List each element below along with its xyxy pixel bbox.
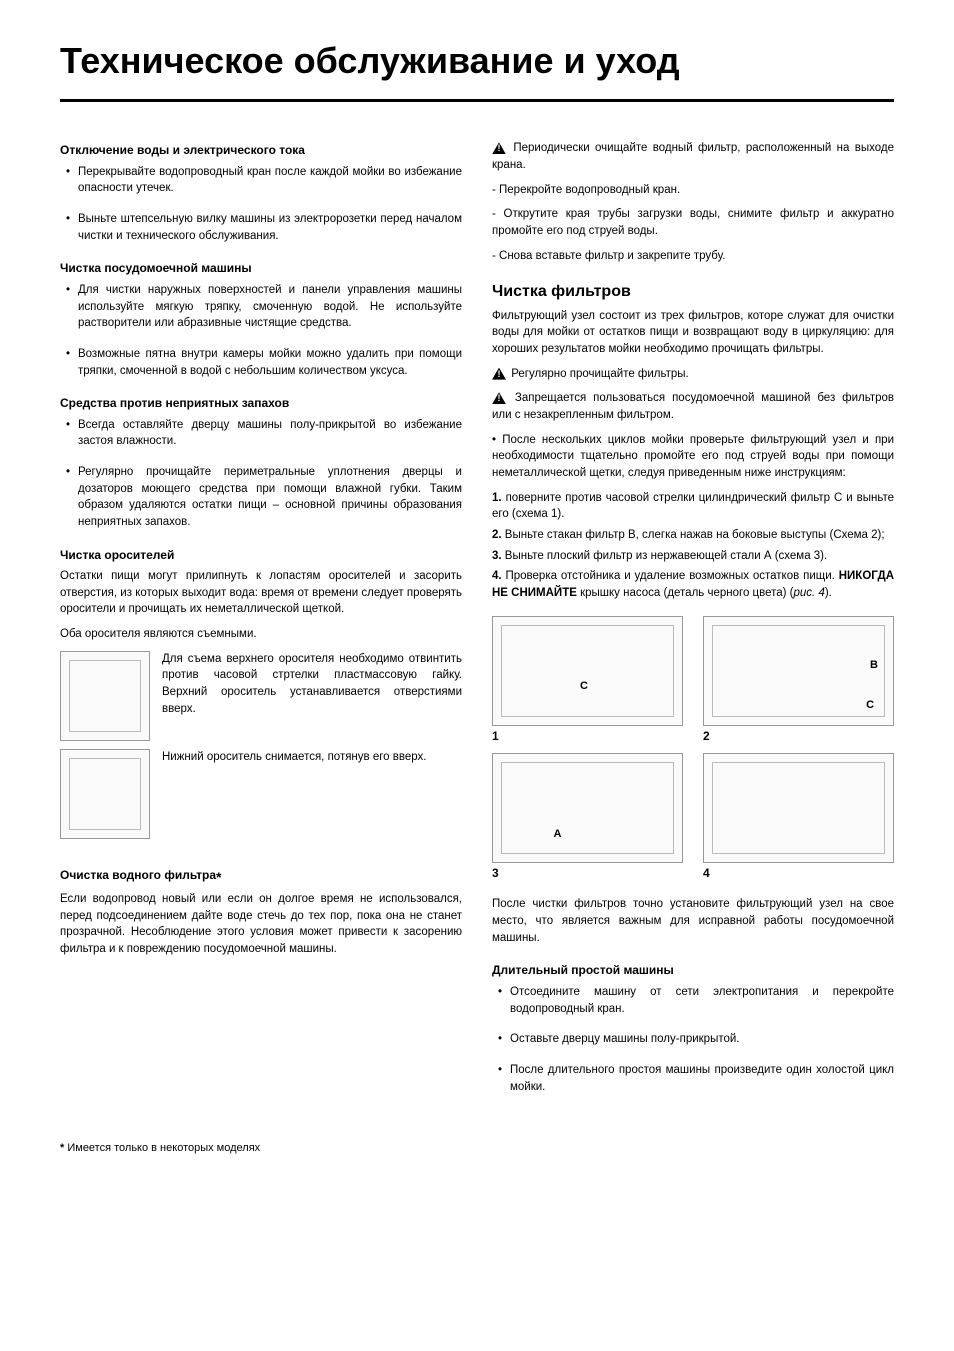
list-item: Всегда оставляйте дверцу машины полу-при… bbox=[60, 417, 462, 450]
sprinklers-p2: Оба оросителя являются съемными. bbox=[60, 626, 462, 643]
sprinkler-top-row: Для съема верхнего оросителя необходимо … bbox=[60, 651, 462, 741]
filter-intro: Фильтрующий узел состоит из трех фильтро… bbox=[492, 308, 894, 358]
filter-diagrams: C 1 B C 2 A 3 bbox=[492, 616, 894, 883]
diagram-upper-sprinkler bbox=[60, 651, 150, 741]
sprinkler-bottom-text: Нижний ороситель снимается, потянув его … bbox=[162, 749, 462, 766]
step-1: 1. поверните против часовой стрелки цили… bbox=[492, 490, 894, 523]
filter-diagram-1: C 1 bbox=[492, 616, 683, 745]
list-item: Перекрывайте водопроводный кран после ка… bbox=[60, 164, 462, 197]
section-sprinklers: Чистка оросителей Остатки пищи могут при… bbox=[60, 547, 462, 839]
section-long-idle: Длительный простой машины Отсоедините ма… bbox=[492, 962, 894, 1095]
footnote-star: * bbox=[60, 1142, 64, 1154]
filter-diagram-3: A 3 bbox=[492, 753, 683, 882]
list-item: Выньте штепсельную вилку машины из элект… bbox=[60, 211, 462, 244]
diagram-lower-sprinkler bbox=[60, 749, 150, 839]
list-long-idle: Отсоедините машину от сети электропитани… bbox=[492, 984, 894, 1095]
warn-regular-clean: Регулярно прочищайте фильтры. bbox=[492, 366, 894, 383]
heading-sprinklers: Чистка оросителей bbox=[60, 547, 462, 564]
step-reinsert: - Снова вставьте фильтр и закрепите труб… bbox=[492, 248, 894, 265]
title-divider bbox=[60, 99, 894, 102]
filter-diagram-4: 4 bbox=[703, 753, 894, 882]
list-power-water: Перекрывайте водопроводный кран после ка… bbox=[60, 164, 462, 245]
heading-filter-cleaning: Чистка фильтров bbox=[492, 280, 894, 303]
list-clean-machine: Для чистки наружных поверхностей и панел… bbox=[60, 282, 462, 379]
list-item: Отсоедините машину от сети электропитани… bbox=[492, 984, 894, 1017]
label-a: A bbox=[553, 827, 561, 843]
diagram-num-1: 1 bbox=[492, 728, 683, 745]
label-b: B bbox=[870, 658, 878, 674]
after-cycles: • После нескольких циклов мойки проверьт… bbox=[492, 432, 894, 482]
post-filter-note: После чистки фильтров точно установите ф… bbox=[492, 896, 894, 946]
section-top-warnings: Периодически очищайте водный фильтр, рас… bbox=[492, 140, 894, 264]
heading-clean-machine: Чистка посудомоечной машины bbox=[60, 260, 462, 277]
footnote-text: Имеется только в некоторых моделях bbox=[67, 1142, 260, 1154]
filter-diagram-2: B C 2 bbox=[703, 616, 894, 745]
footnote: * Имеется только в некоторых моделях bbox=[60, 1141, 894, 1157]
step-close-tap: - Перекройте водопроводный кран. bbox=[492, 182, 894, 199]
step-2: 2. Выньте стакан фильтр В, слегка нажав … bbox=[492, 527, 894, 544]
diagram-num-4: 4 bbox=[703, 865, 894, 882]
sprinklers-p1: Остатки пищи могут прилипнуть к лопастям… bbox=[60, 568, 462, 618]
list-item: Возможные пятна внутри камеры мойки можн… bbox=[60, 346, 462, 379]
page-title: Техническое обслуживание и уход bbox=[60, 40, 894, 81]
list-odor: Всегда оставляйте дверцу машины полу-при… bbox=[60, 417, 462, 531]
diagram-num-3: 3 bbox=[492, 865, 683, 882]
list-item: Для чистки наружных поверхностей и панел… bbox=[60, 282, 462, 332]
warning-icon bbox=[492, 368, 506, 380]
warning-icon bbox=[492, 142, 506, 154]
content-columns: Отключение воды и электрического тока Пе… bbox=[60, 140, 894, 1111]
warn-no-filters: Запрещается пользоваться посудомоечной м… bbox=[492, 390, 894, 423]
warning-icon bbox=[492, 392, 506, 404]
diagram-num-2: 2 bbox=[703, 728, 894, 745]
list-item: Оставьте дверцу машины полу-прикрытой. bbox=[492, 1031, 894, 1048]
left-column: Отключение воды и электрического тока Пе… bbox=[60, 140, 462, 1111]
heading-water-filter: Очистка водного фильтра* bbox=[60, 867, 462, 887]
step-unscrew: - Открутите края трубы загрузки воды, сн… bbox=[492, 206, 894, 239]
step-3: 3. Выньте плоский фильтр из нержавеющей … bbox=[492, 548, 894, 565]
filter-steps: 1. поверните против часовой стрелки цили… bbox=[492, 490, 894, 602]
section-power-water: Отключение воды и электрического тока Пе… bbox=[60, 142, 462, 244]
heading-odor: Средства против неприятных запахов bbox=[60, 395, 462, 412]
label-c2: C bbox=[866, 698, 874, 714]
heading-power-water: Отключение воды и электрического тока bbox=[60, 142, 462, 159]
step-4: 4. Проверка отстойника и удаление возмож… bbox=[492, 568, 894, 601]
label-c: C bbox=[580, 679, 588, 695]
section-odor: Средства против неприятных запахов Всегд… bbox=[60, 395, 462, 530]
heading-long-idle: Длительный простой машины bbox=[492, 962, 894, 979]
section-clean-machine: Чистка посудомоечной машины Для чистки н… bbox=[60, 260, 462, 379]
right-column: Периодически очищайте водный фильтр, рас… bbox=[492, 140, 894, 1111]
water-filter-p: Если водопровод новый или если он долгое… bbox=[60, 891, 462, 958]
warn-periodic-clean: Периодически очищайте водный фильтр, рас… bbox=[492, 140, 894, 173]
sprinkler-top-text: Для съема верхнего оросителя необходимо … bbox=[162, 651, 462, 718]
list-item: После длительного простоя машины произве… bbox=[492, 1062, 894, 1095]
section-water-filter: Очистка водного фильтра* Если водопровод… bbox=[60, 867, 462, 958]
list-item: Регулярно прочищайте периметральные упло… bbox=[60, 464, 462, 531]
sprinkler-bottom-row: Нижний ороситель снимается, потянув его … bbox=[60, 749, 462, 839]
section-filter-cleaning: Чистка фильтров Фильтрующий узел состоит… bbox=[492, 280, 894, 946]
